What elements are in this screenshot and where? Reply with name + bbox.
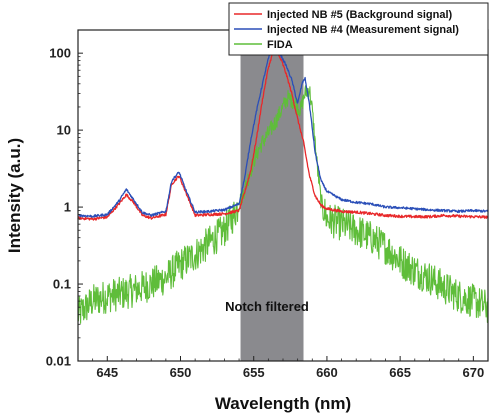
legend-entry: Injected NB #5 (Background signal): [267, 9, 453, 21]
x-axis: 645 650 655 660 665 670: [78, 356, 488, 380]
x-axis-label: Wavelength (nm): [215, 394, 351, 413]
y-axis-label: Intensity (a.u.): [5, 138, 24, 253]
x-tick-label: 650: [170, 365, 192, 380]
y-tick-label: 0.1: [53, 277, 71, 292]
legend-entry: Injected NB #4 (Measurement signal): [267, 24, 459, 36]
x-tick-label: 645: [96, 365, 118, 380]
y-tick-label: 1: [64, 200, 71, 215]
notch-filtered-annotation: Notch filtered: [225, 299, 309, 314]
y-tick-label: 10: [57, 123, 71, 138]
x-tick-label: 660: [316, 365, 338, 380]
y-tick-label: 0.01: [46, 354, 71, 369]
x-tick-label: 670: [463, 365, 485, 380]
y-tick-label: 100: [49, 46, 71, 61]
x-tick-label: 655: [243, 365, 265, 380]
legend-entry: FIDA: [267, 39, 293, 51]
legend: Injected NB #5 (Background signal) Inject…: [229, 3, 488, 55]
x-tick-label: 665: [389, 365, 411, 380]
